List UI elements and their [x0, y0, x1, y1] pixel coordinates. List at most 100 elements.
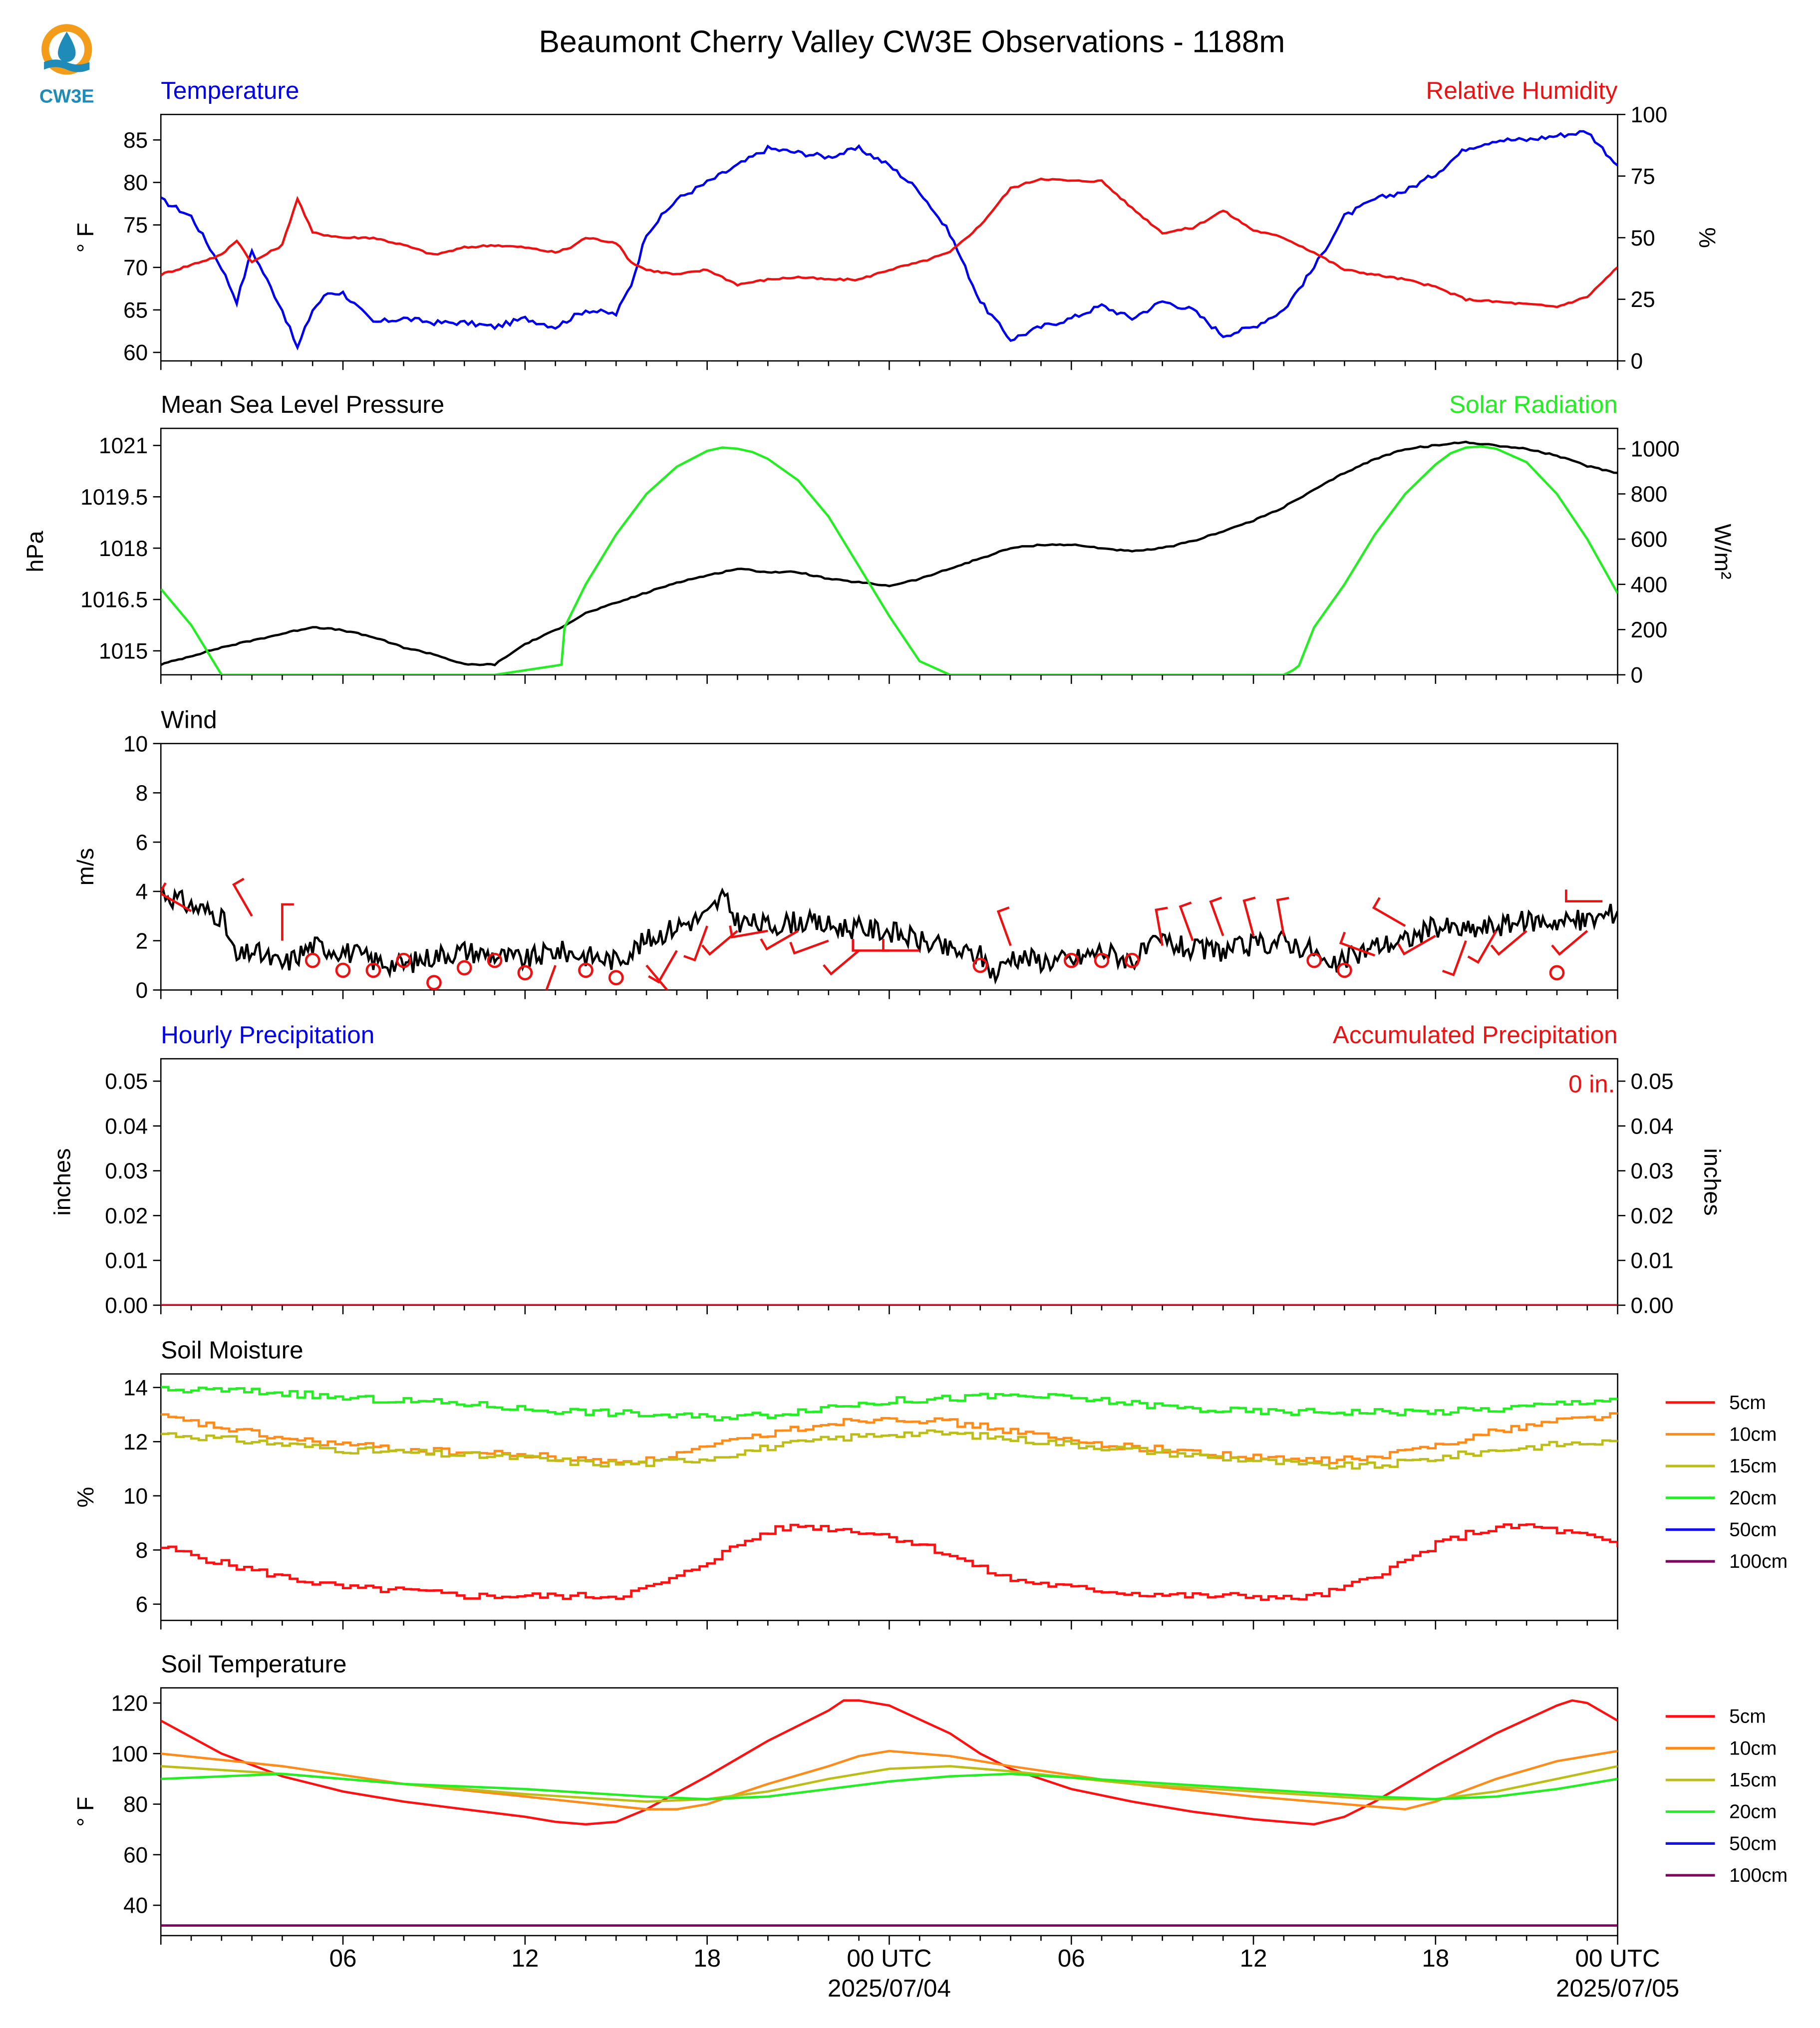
wind-barb-calm	[517, 965, 533, 981]
wind-barb-calm	[972, 957, 988, 973]
legend-label: 10cm	[1729, 1424, 1777, 1445]
series-line-temperature	[161, 130, 1618, 351]
y-tick-label-left: 10	[123, 1484, 148, 1508]
y-axis-label-left: inches	[49, 1148, 75, 1215]
series-line-5cm	[161, 1523, 1618, 1601]
y-tick-label-left: 2	[136, 929, 148, 953]
wind-barb	[645, 964, 669, 990]
y-axis-label-left: ° F	[72, 223, 98, 253]
wind-barb-calm	[578, 962, 594, 978]
y-tick-label-left: 75	[123, 213, 148, 238]
y-tick-label-right: 25	[1631, 288, 1655, 312]
y-tick-label-left: 0	[136, 978, 148, 1003]
series-line-10cm	[161, 1749, 1618, 1811]
x-tick-label: 12	[511, 1945, 539, 1972]
y-tick-label-right: 0	[1631, 349, 1643, 374]
y-tick-label-left: 80	[123, 1792, 148, 1817]
y-tick-label-right: 1000	[1631, 437, 1680, 462]
y-axis-label-right: W/m²	[1710, 524, 1736, 579]
wind-barb	[648, 950, 678, 984]
y-tick-label-left: 0.02	[105, 1204, 148, 1228]
series-group	[161, 130, 1618, 351]
wind-barb	[545, 965, 557, 990]
y-tick-label-right: 75	[1631, 164, 1655, 189]
series-group	[161, 440, 1618, 675]
wind-barb-calm	[396, 952, 411, 968]
y-tick-label-left: 1021	[99, 434, 148, 458]
y-tick-label-left: 120	[111, 1692, 148, 1716]
wind-barb	[232, 877, 253, 917]
y-tick-label-left: 0.00	[105, 1294, 148, 1318]
y-axis-label-right: %	[1694, 227, 1720, 248]
wind-barb	[882, 939, 920, 952]
panel-title-right: Relative Humidity	[1426, 77, 1618, 104]
wind-barb	[1565, 889, 1603, 903]
legend-label: 50cm	[1729, 1833, 1777, 1854]
wind-barb	[1276, 896, 1289, 936]
panel-precip: Hourly Precipitation Accumulated Precipit…	[49, 1021, 1725, 1318]
legend-label: 10cm	[1729, 1738, 1777, 1759]
panel-title-left: Temperature	[161, 77, 299, 104]
wind-barb-calm	[1306, 952, 1322, 968]
series-line-15cm	[161, 1429, 1618, 1470]
y-tick-label-right: 0.01	[1631, 1249, 1674, 1273]
plot-frame	[160, 113, 1618, 362]
legend-label: 100cm	[1729, 1865, 1788, 1886]
legend-label: 20cm	[1729, 1801, 1777, 1823]
y-tick-label-right: 600	[1631, 528, 1668, 552]
y-tick-label-left: 1019.5	[80, 485, 148, 510]
y-tick-label-left: 65	[123, 298, 148, 322]
wind-barb-calm	[608, 970, 624, 986]
y-tick-label-left: 60	[123, 341, 148, 365]
x-tick-label: 06	[1058, 1945, 1085, 1972]
y-tick-label-left: 70	[123, 256, 148, 280]
series-line-20cm	[161, 1772, 1618, 1800]
wind-barb	[1372, 897, 1406, 927]
y-tick-label-right: 400	[1631, 573, 1668, 597]
cw3e-logo: CW3E	[25, 14, 110, 109]
series-line-15cm	[161, 1765, 1618, 1803]
wind-barb-calm	[1094, 952, 1110, 968]
wind-barb	[1179, 901, 1194, 941]
wind-barb-calm	[456, 960, 472, 976]
panel-pressure_solar: Mean Sea Level Pressure Solar Radiation 10…	[22, 391, 1736, 688]
series-line-relative-humidity	[161, 177, 1618, 308]
y-tick-label-left: 1015	[99, 639, 148, 664]
wind-barb	[852, 939, 890, 952]
plot-frame	[160, 743, 1618, 991]
y-tick-label-left: 6	[136, 1592, 148, 1617]
y-tick-label-left: 10	[123, 732, 148, 756]
panel-title-left: Soil Temperature	[161, 1650, 346, 1678]
y-tick-label-left: 8	[136, 781, 148, 806]
panel-soil_moisture: Soil Moisture 6 8 10 12 14% 5cm 10cm 15cm 20cm 50c…	[72, 1336, 1788, 1630]
x-date-label: 2025/07/04	[828, 1975, 951, 2002]
y-tick-label-left: 0.05	[105, 1070, 148, 1094]
wind-barb	[701, 930, 738, 956]
x-tick-label: 00 UTC	[847, 1945, 931, 1972]
y-tick-label-right: 50	[1631, 226, 1655, 251]
y-tick-label-right: 0.05	[1631, 1070, 1674, 1094]
y-tick-label-left: 85	[123, 128, 148, 153]
y-tick-label-left: 1016.5	[80, 588, 148, 612]
y-tick-label-left: 4	[136, 880, 148, 904]
legend-label: 5cm	[1729, 1706, 1766, 1728]
legend-label: 20cm	[1729, 1487, 1777, 1509]
wind-barb-calm	[1063, 952, 1079, 968]
series-line-5cm	[161, 1699, 1618, 1826]
wind-barb	[823, 949, 860, 976]
y-tick-label-right: 100	[1631, 103, 1668, 127]
x-tick-label: 06	[329, 1945, 357, 1972]
panel-temp_rh: Temperature Relative Humidity 60 65 70 75 80 85…	[72, 77, 1720, 374]
series-line-10cm	[161, 1412, 1618, 1465]
series-group	[161, 877, 1618, 990]
wind-barb	[1442, 940, 1467, 977]
wind-barb	[281, 903, 294, 941]
wind-barb	[1551, 930, 1588, 956]
y-tick-label-left: 8	[136, 1538, 148, 1563]
y-tick-label-left: 1018	[99, 537, 148, 561]
wind-barb	[1490, 930, 1527, 956]
wind-barb	[1209, 896, 1224, 936]
legend-label: 100cm	[1729, 1551, 1788, 1572]
plot-frame	[160, 1373, 1618, 1621]
